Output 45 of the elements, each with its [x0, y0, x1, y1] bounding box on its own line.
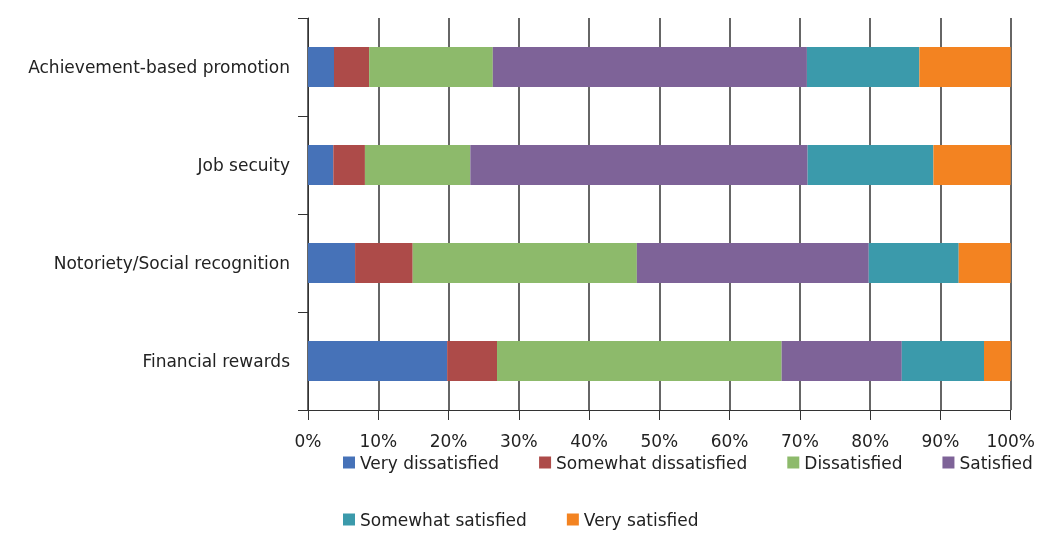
bar	[636, 243, 869, 283]
x-tick-label: 50%	[640, 430, 679, 451]
y-tick-label: Financial rewards	[142, 351, 291, 371]
legend-label: Very satisfied	[583, 509, 699, 530]
x-tick-label: 20%	[429, 430, 468, 451]
bar	[868, 243, 959, 283]
bar	[807, 145, 934, 185]
bar	[355, 243, 413, 283]
bar	[412, 243, 637, 283]
x-tick-label: 100%	[986, 430, 1035, 451]
bar	[447, 341, 498, 381]
legend-label: Somewhat dissatisfied	[556, 452, 748, 473]
bar	[334, 47, 370, 87]
legend-label: Dissatisfied	[804, 452, 903, 473]
bar	[958, 243, 1011, 283]
bar	[308, 145, 334, 185]
y-tick-label: Notoriety/Social recognition	[53, 253, 290, 273]
x-tick-label: 30%	[499, 430, 538, 451]
x-tick-label: 10%	[359, 430, 398, 451]
bar	[901, 341, 984, 381]
bar	[333, 145, 365, 185]
bar	[470, 145, 808, 185]
bar	[364, 145, 471, 185]
bar	[984, 341, 1011, 381]
bar	[781, 341, 902, 381]
x-tick-label: 40%	[570, 430, 608, 451]
x-tick-label: 90%	[921, 430, 960, 451]
bar	[369, 47, 493, 87]
bar	[308, 243, 356, 283]
bar	[492, 47, 807, 87]
legend-label: Satisfied	[959, 452, 1033, 473]
legend-label: Very dissatisfied	[360, 452, 500, 473]
x-tick-label: 70%	[780, 430, 819, 451]
legend-label: Somewhat satisfied	[360, 509, 527, 530]
y-tick-label: Job secuity	[196, 155, 290, 175]
bar	[308, 47, 334, 87]
x-tick-label: 0%	[294, 430, 322, 451]
bar	[308, 341, 448, 381]
x-tick-label: 60%	[710, 430, 749, 451]
x-tick-label: 80%	[851, 430, 890, 451]
bar	[497, 341, 782, 381]
bar	[919, 47, 1011, 87]
y-tick-label: Achievement-based promotion	[28, 57, 290, 77]
bar	[806, 47, 920, 87]
bar	[933, 145, 1011, 185]
